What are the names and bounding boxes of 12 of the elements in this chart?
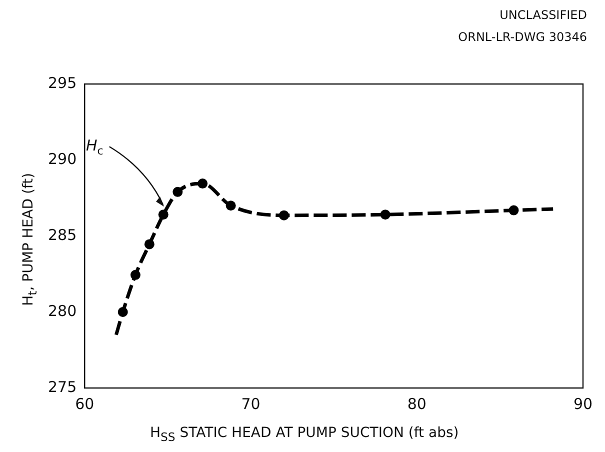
y-tick-label: 275	[48, 378, 77, 396]
x-axis-title: H$_{SS}$ STATIC HEAD AT PUMP SUCTION (ft abs)	[150, 425, 459, 444]
x-tick-label: 70	[241, 394, 260, 413]
text: UNCLASSIFIED	[500, 8, 587, 22]
y-tick-label: 285	[48, 226, 77, 244]
x-tick-label: 60	[75, 394, 94, 413]
y-tick-label: 295	[48, 74, 77, 92]
y-tick-label: 280	[48, 302, 77, 320]
text: ORNL-LR-DWG 30346	[458, 30, 587, 44]
x-tick-label: 80	[407, 394, 426, 413]
y-tick-label: 290	[48, 150, 77, 168]
x-tick-label: 90	[573, 394, 593, 413]
